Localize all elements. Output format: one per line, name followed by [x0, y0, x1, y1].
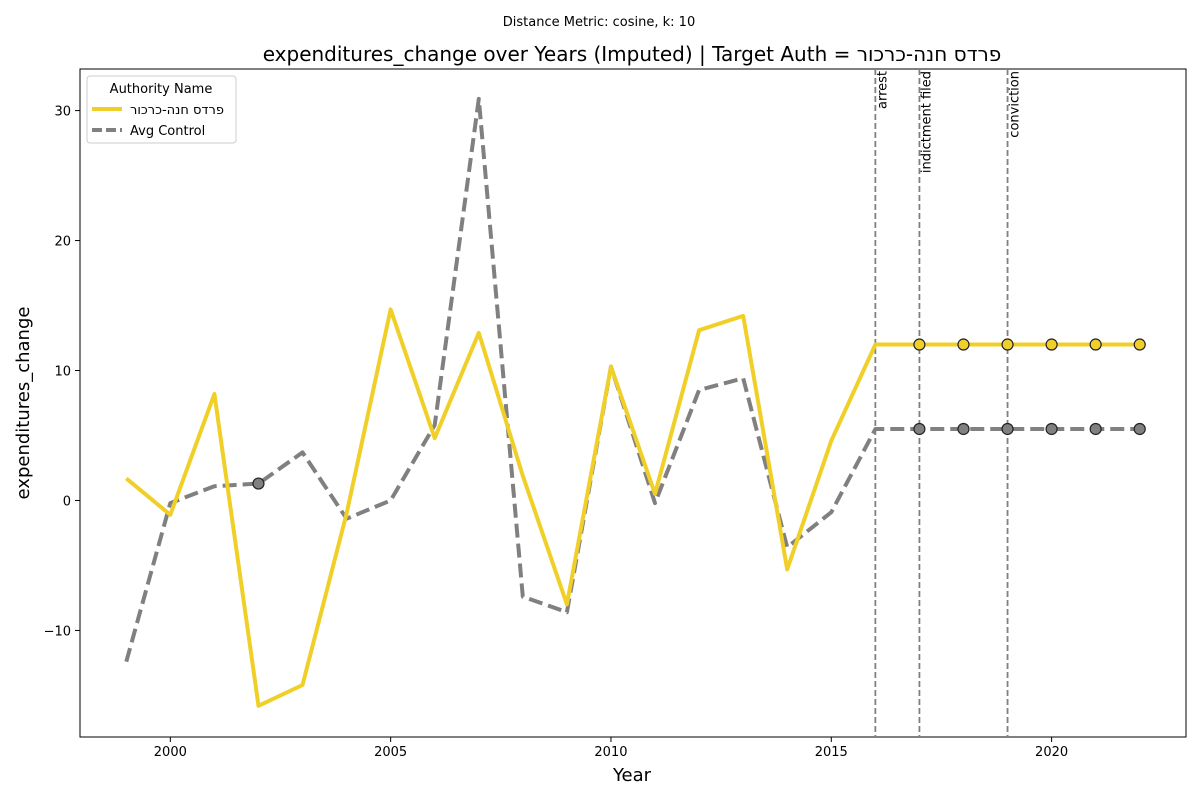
imputed-point [1133, 338, 1146, 351]
x-tick-label: 2000 [154, 745, 187, 760]
imputed-markers [252, 338, 1146, 490]
imputed-point [1001, 338, 1014, 351]
x-tick-label: 2010 [594, 745, 627, 760]
imputed-point [252, 477, 265, 490]
series-line [125, 307, 1140, 708]
x-tick-label: 2005 [374, 745, 407, 760]
legend-box [86, 75, 237, 144]
y-tick-label: 10 [54, 365, 71, 380]
x-axis-label: Year [612, 765, 652, 786]
imputed-point [957, 422, 970, 436]
imputed-point [1001, 422, 1014, 436]
legend: Authority Name פרדס חנה-כרכור Avg Contro… [86, 75, 237, 144]
event-lines: arrest indictment filed conviction [874, 69, 1023, 737]
chart-title: expenditures_change over Years (Imputed)… [263, 42, 1002, 66]
series-line [124, 96, 1140, 663]
imputed-point [1045, 338, 1058, 351]
imputed-point [913, 338, 926, 351]
event-label: conviction [1008, 71, 1023, 138]
series-lines [124, 96, 1140, 708]
event-label: arrest [875, 71, 890, 109]
y-tick-label: 20 [54, 235, 71, 250]
tick-group: 2000 2005 2010 2015 2020 −10 0 10 20 30 [44, 105, 1069, 760]
imputed-point [1133, 422, 1146, 436]
imputed-point [1045, 422, 1058, 436]
legend-title: Authority Name [110, 82, 213, 97]
y-tick-label: 30 [54, 105, 71, 120]
plot-area [79, 68, 1187, 738]
legend-label-control: Avg Control [130, 124, 205, 139]
x-tick-label: 2015 [815, 745, 848, 760]
chart-subtitle: Distance Metric: cosine, k: 10 [503, 15, 695, 30]
y-axis-label: expenditures_change [13, 307, 34, 500]
event-label: indictment filed [919, 71, 934, 173]
imputed-point [1089, 422, 1102, 436]
y-tick-label: 0 [63, 494, 71, 509]
legend-label-target: פרדס חנה-כרכור [130, 103, 224, 118]
imputed-point [1089, 338, 1102, 351]
x-tick-label: 2020 [1035, 745, 1068, 760]
y-tick-label: −10 [44, 624, 71, 639]
imputed-point [957, 338, 970, 351]
imputed-point [913, 422, 926, 436]
